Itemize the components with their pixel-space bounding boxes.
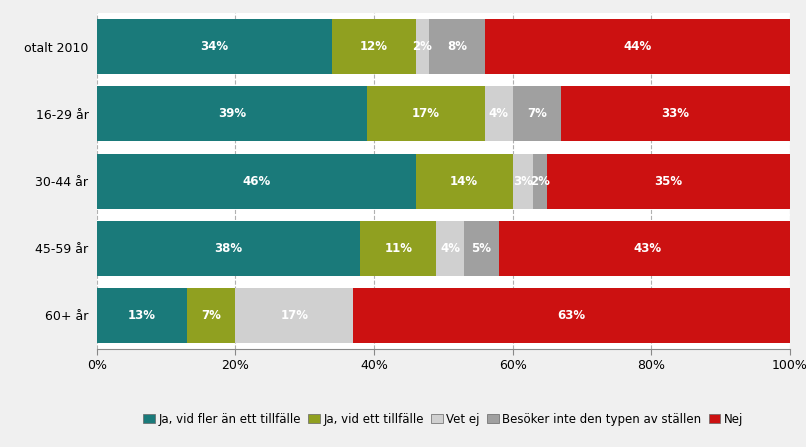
Bar (485, 87, 513, 141)
Text: 13%: 13% (128, 308, 156, 322)
Bar (97, 220, 360, 275)
Text: 17%: 17% (280, 308, 308, 322)
Text: 7%: 7% (202, 308, 221, 322)
Text: 2%: 2% (413, 40, 433, 54)
Bar (416, 153, 513, 208)
Bar (513, 87, 561, 141)
Text: 43%: 43% (634, 241, 662, 255)
Bar (416, 19, 430, 74)
Bar (430, 19, 485, 74)
Bar (332, 19, 416, 74)
Legend: Ja, vid fler än ett tillfälle, Ja, vid ett tillfälle, Vet ej, Besöker inte den t: Ja, vid fler än ett tillfälle, Ja, vid e… (139, 408, 748, 430)
Bar (513, 153, 534, 208)
Bar (485, 19, 790, 74)
Bar (367, 87, 485, 141)
Bar (97, 87, 367, 141)
Text: 3%: 3% (513, 174, 533, 188)
Text: 14%: 14% (450, 174, 478, 188)
Bar (235, 288, 353, 343)
Text: 4%: 4% (488, 107, 509, 121)
Bar (97, 19, 332, 74)
Text: 7%: 7% (527, 107, 546, 121)
Text: 44%: 44% (623, 40, 651, 54)
Text: 46%: 46% (242, 174, 270, 188)
Text: 12%: 12% (360, 40, 388, 54)
Text: 4%: 4% (440, 241, 460, 255)
Text: 11%: 11% (384, 241, 412, 255)
Text: 39%: 39% (218, 107, 246, 121)
Text: 17%: 17% (412, 107, 440, 121)
Text: 34%: 34% (201, 40, 229, 54)
Text: 38%: 38% (214, 241, 243, 255)
Bar (561, 87, 790, 141)
Text: 8%: 8% (447, 40, 467, 54)
Bar (97, 153, 416, 208)
Bar (360, 220, 436, 275)
Text: 2%: 2% (530, 174, 550, 188)
Bar (534, 153, 547, 208)
Text: 5%: 5% (472, 241, 492, 255)
Text: 35%: 35% (654, 174, 683, 188)
Text: 33%: 33% (662, 107, 689, 121)
Bar (436, 220, 464, 275)
Text: 63%: 63% (558, 308, 586, 322)
Bar (499, 220, 797, 275)
Bar (464, 220, 499, 275)
Bar (187, 288, 235, 343)
Bar (97, 288, 187, 343)
Bar (353, 288, 790, 343)
Bar (547, 153, 790, 208)
